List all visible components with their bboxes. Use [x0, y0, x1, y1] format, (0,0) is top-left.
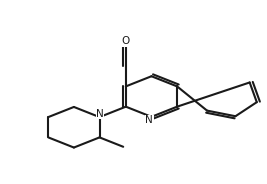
- Text: O: O: [122, 36, 130, 46]
- Text: N: N: [96, 109, 104, 119]
- Text: N: N: [146, 115, 153, 125]
